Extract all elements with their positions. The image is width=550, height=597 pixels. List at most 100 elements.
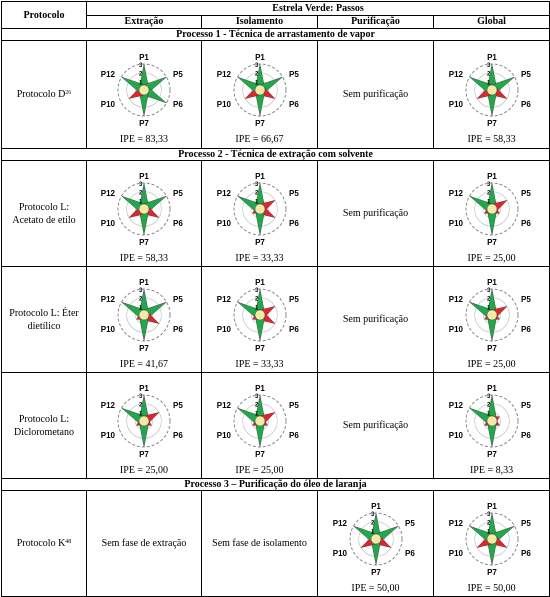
green-star-cell: 1 2 3 P1 P5 P6 P7 P10 P12 IPE = 50,00: [432, 490, 550, 597]
star-point-label: P1: [487, 384, 497, 393]
star-point-label: P5: [173, 70, 183, 79]
ipe-value: IPE = 58,33: [467, 134, 516, 145]
ipe-value: IPE = 66,67: [235, 134, 284, 145]
star-point-label: P7: [139, 450, 149, 459]
star-point-label: P1: [487, 278, 497, 287]
star-point-label: P7: [487, 119, 497, 128]
star-point-label: P10: [332, 549, 347, 558]
ipe-value: IPE = 25,00: [119, 465, 169, 476]
no-phase-text: Sem purificação: [342, 208, 409, 219]
star-point-label: P7: [371, 568, 381, 577]
star-point-label: P1: [255, 172, 265, 181]
star-point-label: P12: [101, 189, 116, 198]
star-point-label: P5: [173, 295, 183, 304]
star-point-label: P6: [289, 219, 299, 228]
star-point-label: P5: [521, 401, 531, 410]
ipe-value: IPE = 50,00: [351, 583, 400, 594]
star-ring-number: 1: [255, 199, 259, 205]
star-ring-number: 3: [139, 288, 143, 294]
star-point-label: P5: [521, 295, 531, 304]
no-phase-cell: Sem purificação: [317, 372, 434, 479]
star-point-label: P12: [448, 519, 463, 528]
no-phase-text: Sem purificação: [342, 89, 409, 100]
star-point-label: P12: [448, 189, 463, 198]
ipe-value: IPE = 83,33: [119, 134, 169, 145]
star-point-label: P12: [101, 70, 116, 79]
process-3-title: Processo 3 – Purificação do óleo de lara…: [0, 478, 550, 491]
star-center: [486, 203, 497, 215]
star-point-label: P5: [289, 189, 299, 198]
star-point-label: P1: [255, 278, 265, 287]
star-ring-number: 3: [487, 182, 491, 188]
star-ring-number: 2: [255, 403, 259, 409]
star-point-label: P1: [139, 384, 149, 393]
green-star-chart: 1 2 3P1 P5 P6 P7 P10 P12: [101, 53, 184, 128]
star-point-label: P6: [405, 549, 415, 558]
green-star-chart: 1 2 3P1 P5 P6 P7 P10 P12: [448, 53, 531, 128]
star-center: [254, 415, 265, 427]
star-center: [138, 415, 150, 427]
star-point-label: P10: [216, 325, 231, 334]
star-ring-number: 2: [487, 521, 491, 527]
green-star-chart: 1 2 3P1 P5 P6 P7 P10 P12: [101, 278, 184, 353]
star-point-label: P7: [139, 238, 149, 247]
star-point-label: P7: [255, 344, 265, 353]
star-center: [138, 309, 150, 321]
star-point-label: P10: [448, 219, 463, 228]
star-point-label: P6: [289, 325, 299, 334]
star-point-label: P7: [255, 119, 265, 128]
star-ring-number: 1: [139, 411, 143, 417]
star-point-label: P5: [521, 189, 531, 198]
star-point-label: P12: [101, 295, 116, 304]
star-ring-number: 1: [487, 305, 491, 311]
protocol-name: Protocolo L: Acetato de etilo: [12, 201, 76, 226]
star-point-label: P12: [332, 519, 347, 528]
green-star-cell: 1 2 3 P1 P5 P6 P7 P10 P12 IPE = 8,33: [432, 372, 550, 479]
star-point-label: P7: [487, 568, 497, 577]
star-point-label: P12: [216, 295, 231, 304]
star-ring-number: 1: [487, 411, 491, 417]
star-point-label: P6: [521, 431, 531, 440]
star-point-label: P1: [487, 53, 497, 62]
star-ring-number: 2: [255, 191, 259, 197]
star-point-label: P5: [521, 70, 531, 79]
star-ring-number: 3: [487, 63, 491, 69]
green-star-chart: 1 2 3P1 P5 P6 P7 P10 P12: [101, 384, 184, 459]
star-point-label: P6: [521, 325, 531, 334]
star-point-label: P10: [448, 431, 463, 440]
star-center: [138, 84, 150, 96]
star-ring-number: 3: [255, 182, 259, 188]
star-point-label: P10: [216, 100, 231, 109]
star-point-label: P5: [173, 189, 183, 198]
green-star-chart: 1 2 3P1 P5 P6 P7 P10 P12: [216, 278, 299, 353]
star-point-label: P5: [289, 295, 299, 304]
protocol-cell: Protocolo L: Éter dietílico: [1, 266, 87, 373]
ipe-value: IPE = 33,33: [235, 359, 284, 370]
ipe-value: IPE = 41,67: [119, 359, 169, 370]
star-point-label: P12: [448, 401, 463, 410]
star-ring-number: 2: [487, 403, 491, 409]
star-ring-number: 2: [139, 297, 143, 303]
protocol-name: Protocolo L: Diclorometano: [14, 413, 74, 438]
star-ring-number: 3: [487, 512, 491, 518]
star-ring-number: 1: [255, 411, 259, 417]
star-point-label: P10: [101, 219, 116, 228]
star-point-label: P12: [448, 295, 463, 304]
star-point-label: P5: [521, 519, 531, 528]
star-ring-number: 3: [139, 394, 143, 400]
star-point-label: P6: [289, 431, 299, 440]
green-star-cell: 1 2 3 P1 P5 P6 P7 P10 P12 IPE = 25,00: [432, 266, 550, 373]
green-star-chart: 1 2 3P1 P5 P6 P7 P10 P12: [448, 172, 531, 247]
green-star-cell: 1 2 3 P1 P5 P6 P7 P10 P12 IPE = 58,33: [432, 40, 550, 149]
table-row: Protocolo K48 Sem fase de extração Sem fas…: [1, 490, 550, 597]
no-phase-cell: Sem purificação: [317, 266, 434, 373]
green-star-chart: 1 2 3P1 P5 P6 P7 P10 P12: [332, 502, 415, 577]
star-point-label: P1: [487, 172, 497, 181]
star-point-label: P1: [139, 278, 149, 287]
star-point-label: P1: [487, 502, 497, 511]
green-star-cell: 1 2 3 P1 P5 P6 P7 P10 P12 IPE = 33,33: [201, 266, 318, 373]
star-point-label: P6: [289, 100, 299, 109]
ipe-value: IPE = 8,33: [469, 465, 514, 476]
green-star-cell: 1 2 3 P1 P5 P6 P7 P10 P12 IPE = 41,67: [86, 266, 202, 373]
star-point-label: P7: [487, 450, 497, 459]
